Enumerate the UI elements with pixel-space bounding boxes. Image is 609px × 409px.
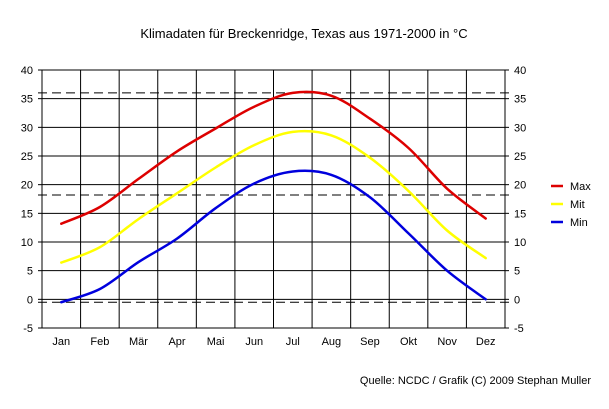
x-tick-label: Mär <box>129 336 148 348</box>
y-tick-label-right: 30 <box>514 122 526 134</box>
y-tick-label-right: 35 <box>514 94 526 106</box>
x-tick-label: Mai <box>207 336 225 348</box>
legend-label-min: Min <box>570 217 588 229</box>
y-tick-label-right: 15 <box>514 208 526 220</box>
y-tick-label: -5 <box>23 323 33 335</box>
legend: Max Mit Min <box>551 181 591 229</box>
y-tick-label-right: 10 <box>514 237 526 249</box>
y-tick-label: 20 <box>21 180 33 192</box>
y-tick-label: 35 <box>21 94 33 106</box>
y-tick-label: 0 <box>27 294 33 306</box>
series-lines <box>60 90 487 304</box>
x-tick-label: Jun <box>245 336 263 348</box>
y-tick-label-right: 5 <box>514 266 520 278</box>
legend-label-mit: Mit <box>570 199 585 211</box>
y-tick-label-right: 20 <box>514 180 526 192</box>
y-tick-label-right: -5 <box>514 323 524 335</box>
y-tick-label: 25 <box>21 151 33 163</box>
plot-frame <box>41 69 506 329</box>
x-tick-label: Okt <box>400 336 417 348</box>
y-tick-label: 10 <box>21 237 33 249</box>
axes: -5 -5 0 0 5 5 10 10 15 15 20 20 25 25 30 30 35 35 40 40 Jan F… <box>21 65 527 348</box>
y-tick-label-right: 25 <box>514 151 526 163</box>
x-tick-label: Jan <box>52 336 70 348</box>
x-tick-label: Dez <box>476 336 496 348</box>
y-tick-label-right: 0 <box>514 294 520 306</box>
y-tick-label: 40 <box>21 65 33 77</box>
y-tick-label-right: 40 <box>514 65 526 77</box>
x-tick-label: Sep <box>360 336 380 348</box>
y-tick-label: 30 <box>21 122 33 134</box>
y-tick-label: 5 <box>27 266 33 278</box>
series-line-mit <box>60 129 487 264</box>
x-tick-label: Nov <box>437 336 457 348</box>
x-tick-label: Jul <box>286 336 300 348</box>
series-line-max <box>60 90 487 225</box>
x-tick-label: Aug <box>322 336 342 348</box>
x-tick-label: Feb <box>90 336 109 348</box>
chart-title: Klimadaten für Breckenridge, Texas aus 1… <box>140 26 467 41</box>
x-tick-label: Apr <box>168 336 185 348</box>
y-tick-label: 15 <box>21 208 33 220</box>
source-note: Quelle: NCDC / Grafik (C) 2009 Stephan M… <box>360 375 591 387</box>
legend-label-max: Max <box>570 181 591 193</box>
grid <box>42 69 505 329</box>
series-line-min <box>60 169 487 304</box>
